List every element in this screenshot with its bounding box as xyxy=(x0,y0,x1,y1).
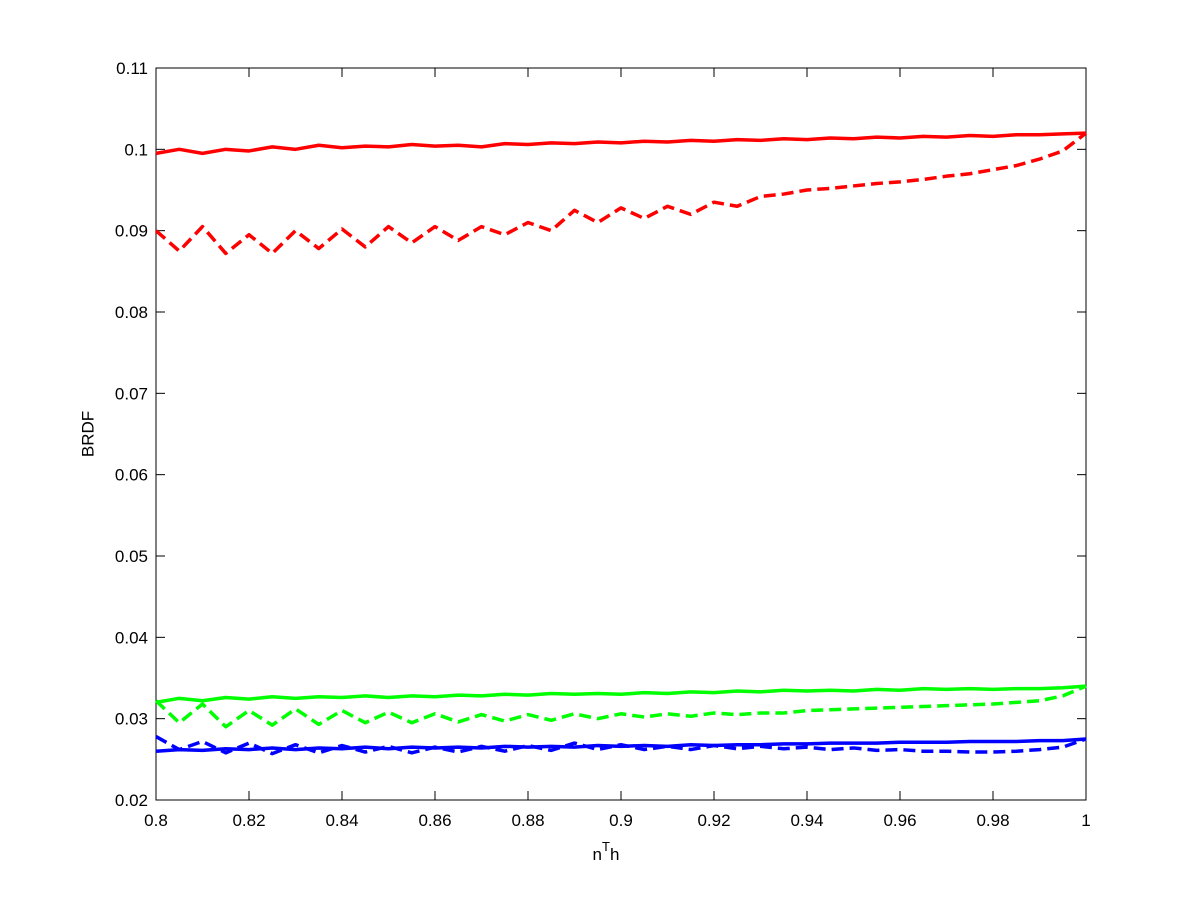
x-tick-label: 0.92 xyxy=(697,811,730,830)
x-tick-label: 0.86 xyxy=(418,811,451,830)
x-tick-label: 0.9 xyxy=(609,811,633,830)
x-tick-label: 0.8 xyxy=(144,811,168,830)
y-tick-label: 0.02 xyxy=(115,791,148,810)
x-tick-label: 0.96 xyxy=(883,811,916,830)
data-line xyxy=(154,684,1087,729)
x-label-rest: h xyxy=(610,845,619,864)
y-tick-label: 0.09 xyxy=(115,222,148,241)
x-tick-label: 1 xyxy=(1081,811,1090,830)
y-tick-label: 0.07 xyxy=(115,384,148,403)
data-line xyxy=(155,131,1087,156)
data-line xyxy=(155,684,1087,705)
x-axis-label: nTh xyxy=(593,839,620,864)
y-tick-label: 0.03 xyxy=(115,710,148,729)
y-tick-label: 0.11 xyxy=(116,59,148,78)
x-label-sup: T xyxy=(602,839,610,854)
x-label-base: n xyxy=(593,845,602,864)
data-line xyxy=(155,735,1087,756)
y-tick-label: 0.06 xyxy=(115,466,148,485)
x-tick-label: 0.82 xyxy=(232,811,265,830)
y-tick-label: 0.08 xyxy=(115,303,148,322)
plot-frame xyxy=(155,67,1087,801)
x-tick-label: 0.84 xyxy=(325,811,358,830)
y-tick-label: 0.05 xyxy=(115,547,148,566)
y-tick-label: 0.1 xyxy=(124,140,148,159)
y-tick-label: 0.04 xyxy=(115,628,148,647)
y-axis-label: BRDF xyxy=(78,411,97,457)
x-tick-label: 0.98 xyxy=(976,811,1009,830)
x-tick-label: 0.94 xyxy=(790,811,823,830)
data-line xyxy=(154,131,1088,256)
x-tick-label: 0.88 xyxy=(511,811,544,830)
